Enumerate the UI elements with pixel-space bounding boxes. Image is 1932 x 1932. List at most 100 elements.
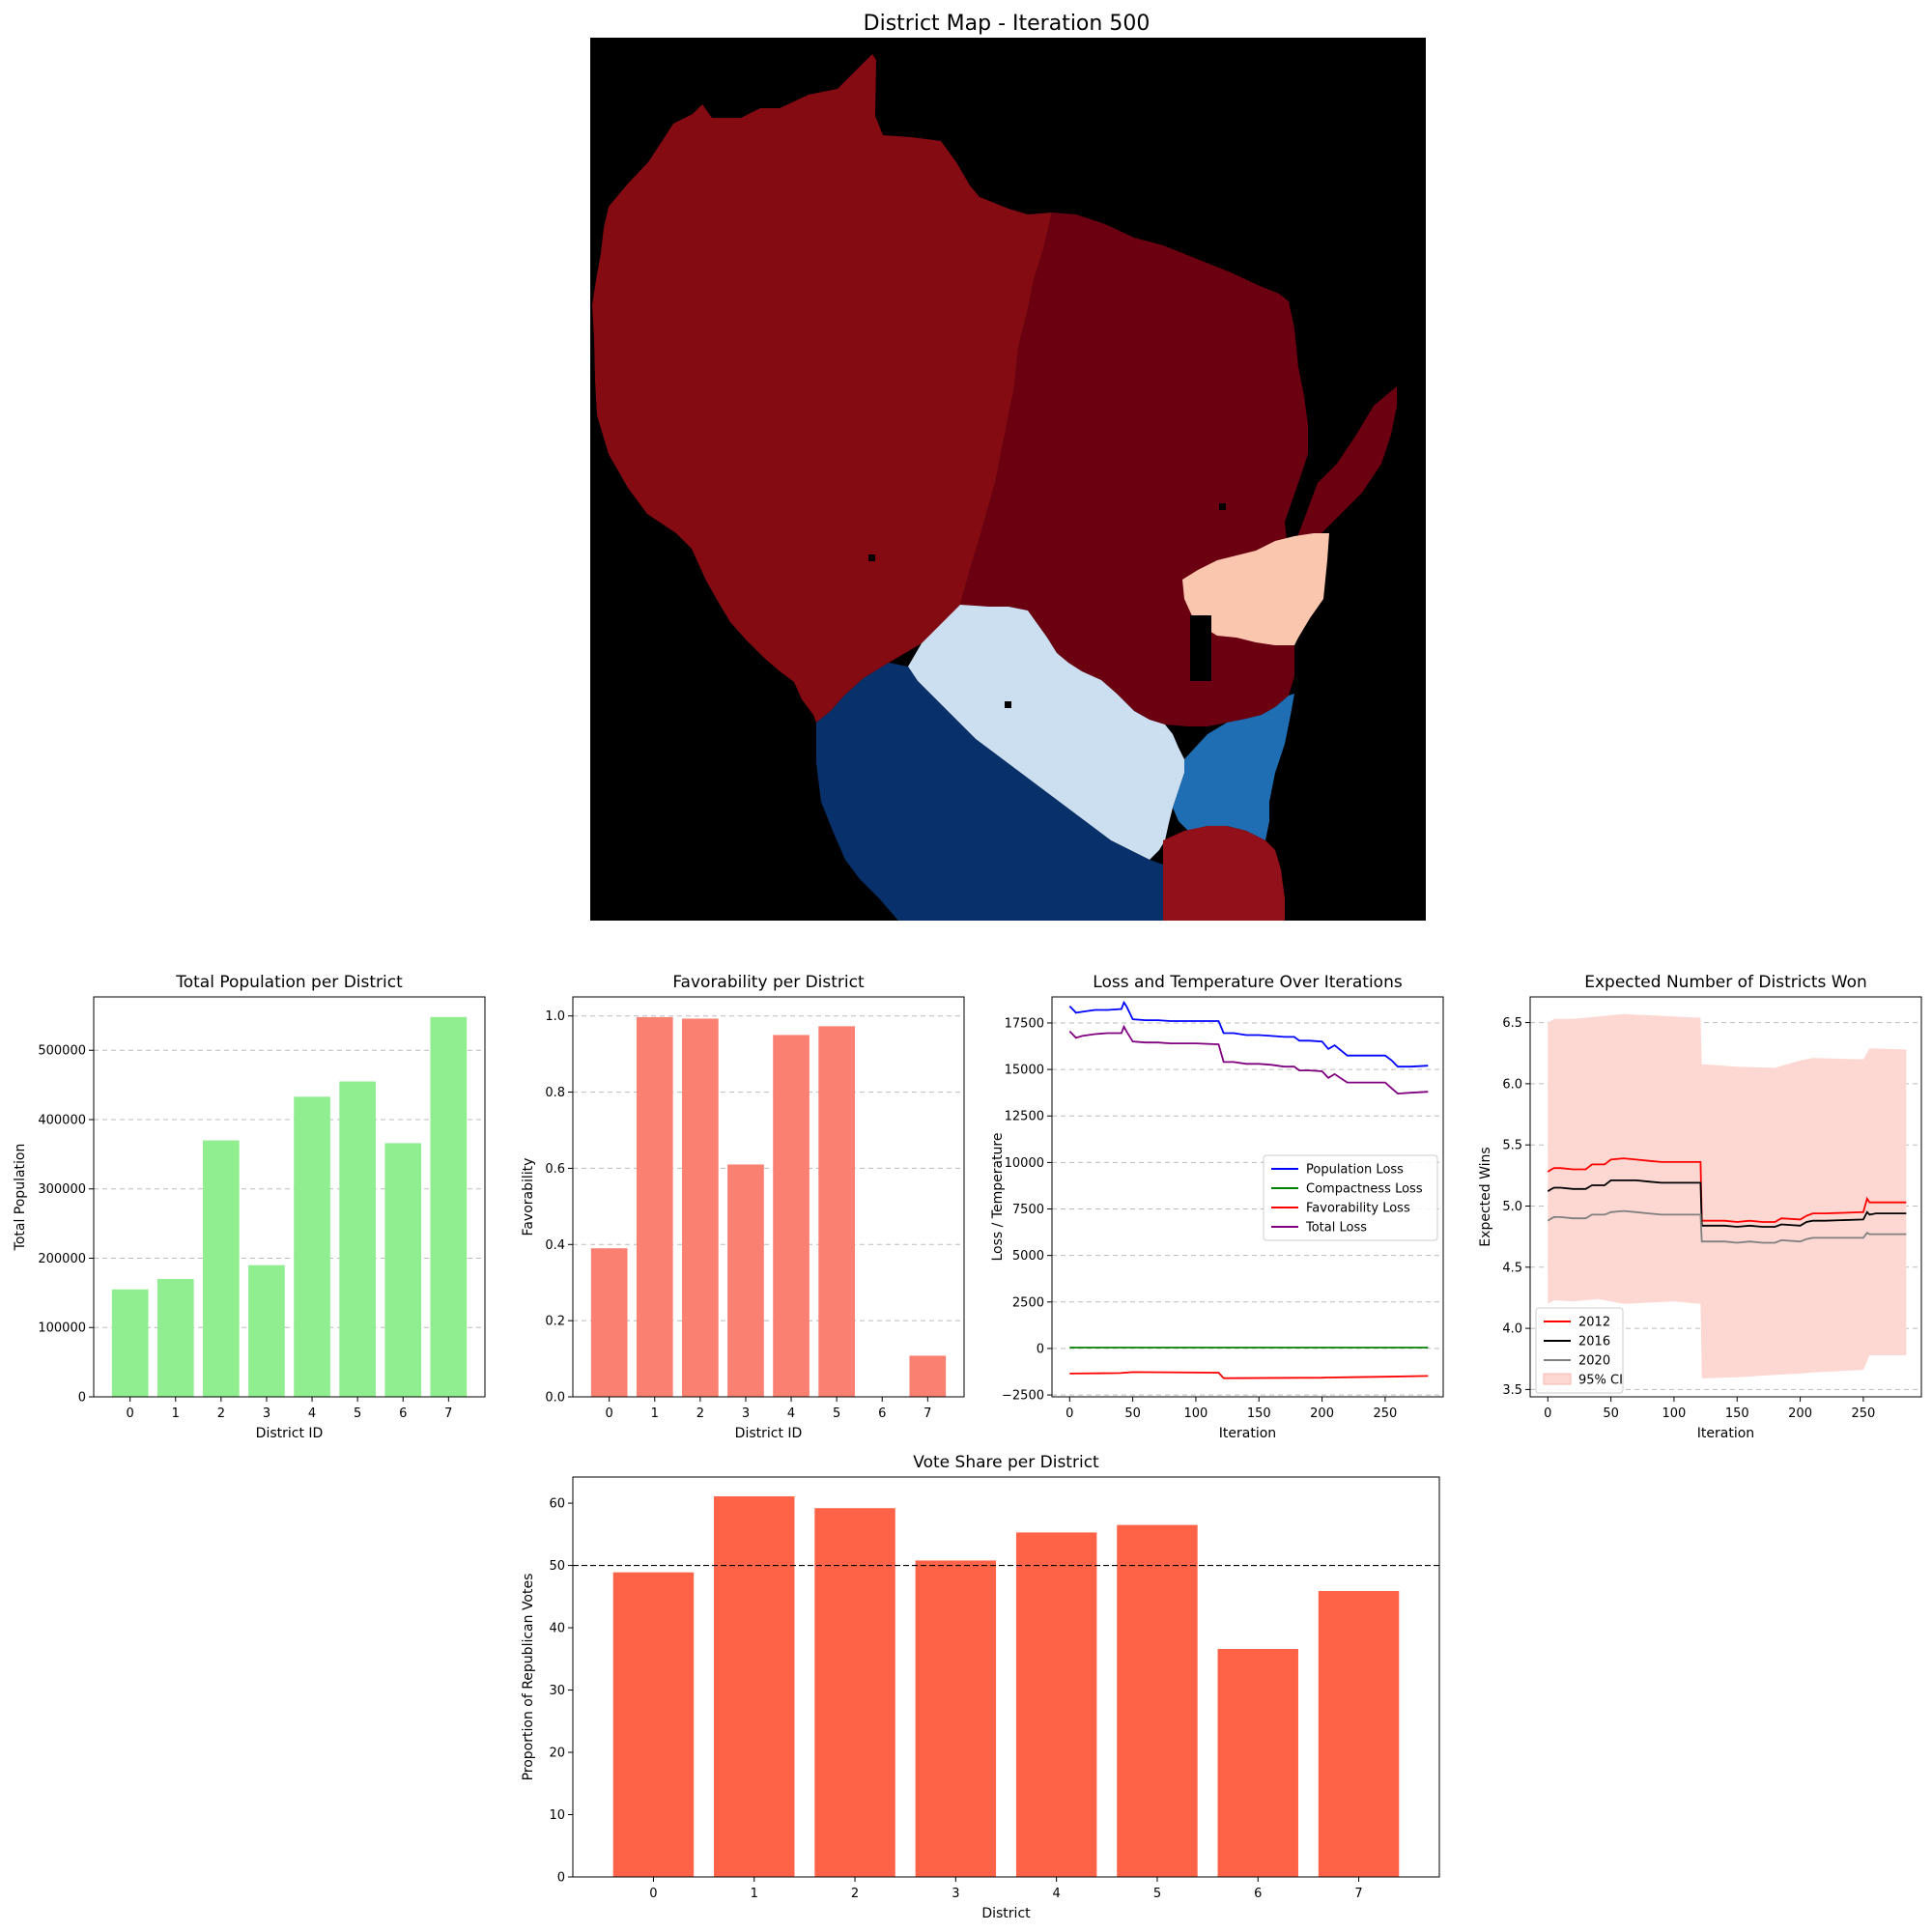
y-tick-label: 0 xyxy=(78,1391,86,1406)
loss-chart: −2500 0 2500 5000 7500 10000 12500 15000 17500 0 5… xyxy=(990,973,1444,1441)
axes-frame xyxy=(1529,996,1922,1398)
legend-label: Population Loss xyxy=(1306,1163,1404,1178)
x-tick-label: 100 xyxy=(1184,1406,1208,1421)
x-tick-label: 2 xyxy=(217,1406,225,1421)
bar-district-6 xyxy=(384,1143,422,1397)
x-tick-label: 1 xyxy=(751,1887,758,1901)
y-axis-label: Favorability xyxy=(521,1158,536,1236)
chart-title: Vote Share per District xyxy=(913,1453,1099,1472)
x-tick-label: 250 xyxy=(1851,1406,1875,1421)
y-tick-label: 0 xyxy=(557,1871,565,1886)
axes-frame xyxy=(572,1476,1440,1878)
bar-district-7 xyxy=(1318,1591,1400,1877)
district-peninsula xyxy=(1265,386,1397,618)
district-milwaukee-area xyxy=(1173,694,1294,840)
legend-label: 2016 xyxy=(1578,1335,1610,1350)
bar-district-4 xyxy=(294,1096,330,1397)
bar-district-3 xyxy=(248,1264,285,1397)
bar-district-0 xyxy=(612,1572,695,1877)
x-tick-label: 4 xyxy=(308,1406,316,1421)
map-hole xyxy=(1005,701,1011,708)
map-hole xyxy=(1219,503,1226,510)
axes-frame xyxy=(93,996,486,1398)
y-tick-label: 400000 xyxy=(38,1113,86,1127)
bar-district-4 xyxy=(1015,1532,1097,1877)
x-tick-label: 0 xyxy=(606,1406,613,1421)
y-tick-label: 20 xyxy=(549,1747,565,1761)
y-tick-label: 0.8 xyxy=(545,1086,565,1100)
legend-label: 95% CI xyxy=(1578,1374,1623,1388)
x-tick-label: 5 xyxy=(1153,1887,1161,1901)
y-tick-label: 40 xyxy=(549,1622,565,1636)
legend-box xyxy=(1535,1307,1624,1394)
bar-district-5 xyxy=(1117,1524,1198,1877)
favorability-chart: 0.0 0.2 0.4 0.6 0.8 1.0 0 1 2 3 4 5 6 7 Favorability p… xyxy=(521,973,965,1441)
x-tick-label: 250 xyxy=(1373,1406,1397,1421)
y-tick-label: 6.0 xyxy=(1502,1077,1522,1092)
y-tick-label: 0.4 xyxy=(545,1238,565,1253)
y-axis-label: Proportion of Republican Votes xyxy=(521,1574,536,1781)
y-tick-label: 1.0 xyxy=(545,1009,565,1024)
bar-district-2 xyxy=(814,1508,895,1877)
x-axis-label: District ID xyxy=(256,1426,324,1441)
y-tick-label: 5.0 xyxy=(1502,1200,1522,1214)
bar-district-1 xyxy=(156,1279,194,1397)
district-fox-valley xyxy=(1182,533,1329,645)
bar-district-7 xyxy=(430,1016,468,1397)
y-tick-label: 30 xyxy=(549,1684,565,1698)
y-tick-label: 5.5 xyxy=(1502,1139,1522,1153)
confidence-band xyxy=(1548,1013,1907,1378)
x-tick-label: 0 xyxy=(127,1406,134,1421)
x-tick-label: 50 xyxy=(1603,1406,1619,1421)
x-tick-label: 5 xyxy=(833,1406,840,1421)
bar-district-2 xyxy=(682,1018,719,1397)
y-tick-label: 200000 xyxy=(38,1252,86,1266)
y-tick-label: 10000 xyxy=(1005,1156,1044,1171)
series-line-total-loss xyxy=(1068,1024,1429,1095)
series-line-2016 xyxy=(1547,1179,1907,1228)
x-tick-label: 7 xyxy=(923,1406,931,1421)
x-axis-label: Iteration xyxy=(1697,1426,1754,1441)
y-tick-label: 50 xyxy=(549,1559,565,1574)
vote-share-chart: 0 10 20 30 40 50 60 0 1 2 3 4 5 6 7 Vote Share per Dist… xyxy=(521,1453,1440,1921)
x-tick-label: 50 xyxy=(1124,1406,1141,1421)
y-tick-label: 17500 xyxy=(1005,1016,1044,1031)
x-tick-label: 150 xyxy=(1725,1406,1749,1421)
district-central-south xyxy=(908,605,1184,860)
legend-box xyxy=(1263,1154,1438,1241)
x-axis-label: District xyxy=(981,1906,1031,1921)
axes-frame xyxy=(572,996,965,1398)
y-tick-label: 3.5 xyxy=(1502,1383,1522,1398)
bar-district-3 xyxy=(915,1560,997,1877)
x-tick-label: 6 xyxy=(878,1406,886,1421)
y-tick-label: 300000 xyxy=(38,1182,86,1197)
y-tick-label: 4.0 xyxy=(1502,1322,1522,1337)
bar-district-1 xyxy=(636,1016,673,1397)
x-tick-label: 1 xyxy=(172,1406,180,1421)
bar-district-2 xyxy=(203,1140,240,1397)
y-tick-label: 12500 xyxy=(1005,1110,1044,1124)
x-tick-label: 3 xyxy=(742,1406,750,1421)
y-axis-label: Expected Wins xyxy=(1478,1147,1493,1246)
x-tick-label: 2 xyxy=(696,1406,704,1421)
expected-wins-chart: 3.5 4.0 4.5 5.0 5.5 6.0 6.5 0 50 100 150 200 250 2012… xyxy=(1478,973,1922,1441)
x-tick-label: 6 xyxy=(1254,1887,1262,1901)
bar-district-3 xyxy=(727,1164,764,1397)
bar-district-0 xyxy=(111,1289,149,1397)
y-tick-label: −2500 xyxy=(1002,1389,1044,1404)
chart-title: Expected Number of Districts Won xyxy=(1584,973,1867,992)
y-axis-label: Loss / Temperature xyxy=(990,1132,1006,1261)
bar-district-1 xyxy=(714,1495,795,1877)
chart-title: Favorability per District xyxy=(672,973,865,992)
x-tick-label: 4 xyxy=(1053,1887,1061,1901)
x-tick-label: 0 xyxy=(1544,1406,1551,1421)
x-tick-label: 3 xyxy=(263,1406,270,1421)
chart-title: Loss and Temperature Over Iterations xyxy=(1093,973,1403,992)
y-tick-label: 0.0 xyxy=(545,1391,565,1406)
legend-swatch xyxy=(1543,1373,1572,1385)
x-axis-label: District ID xyxy=(735,1426,803,1441)
bar-district-5 xyxy=(818,1026,855,1397)
series-line-2012 xyxy=(1547,1157,1907,1223)
y-axis-label: Total Population xyxy=(13,1144,28,1252)
axes-frame xyxy=(1051,996,1444,1398)
